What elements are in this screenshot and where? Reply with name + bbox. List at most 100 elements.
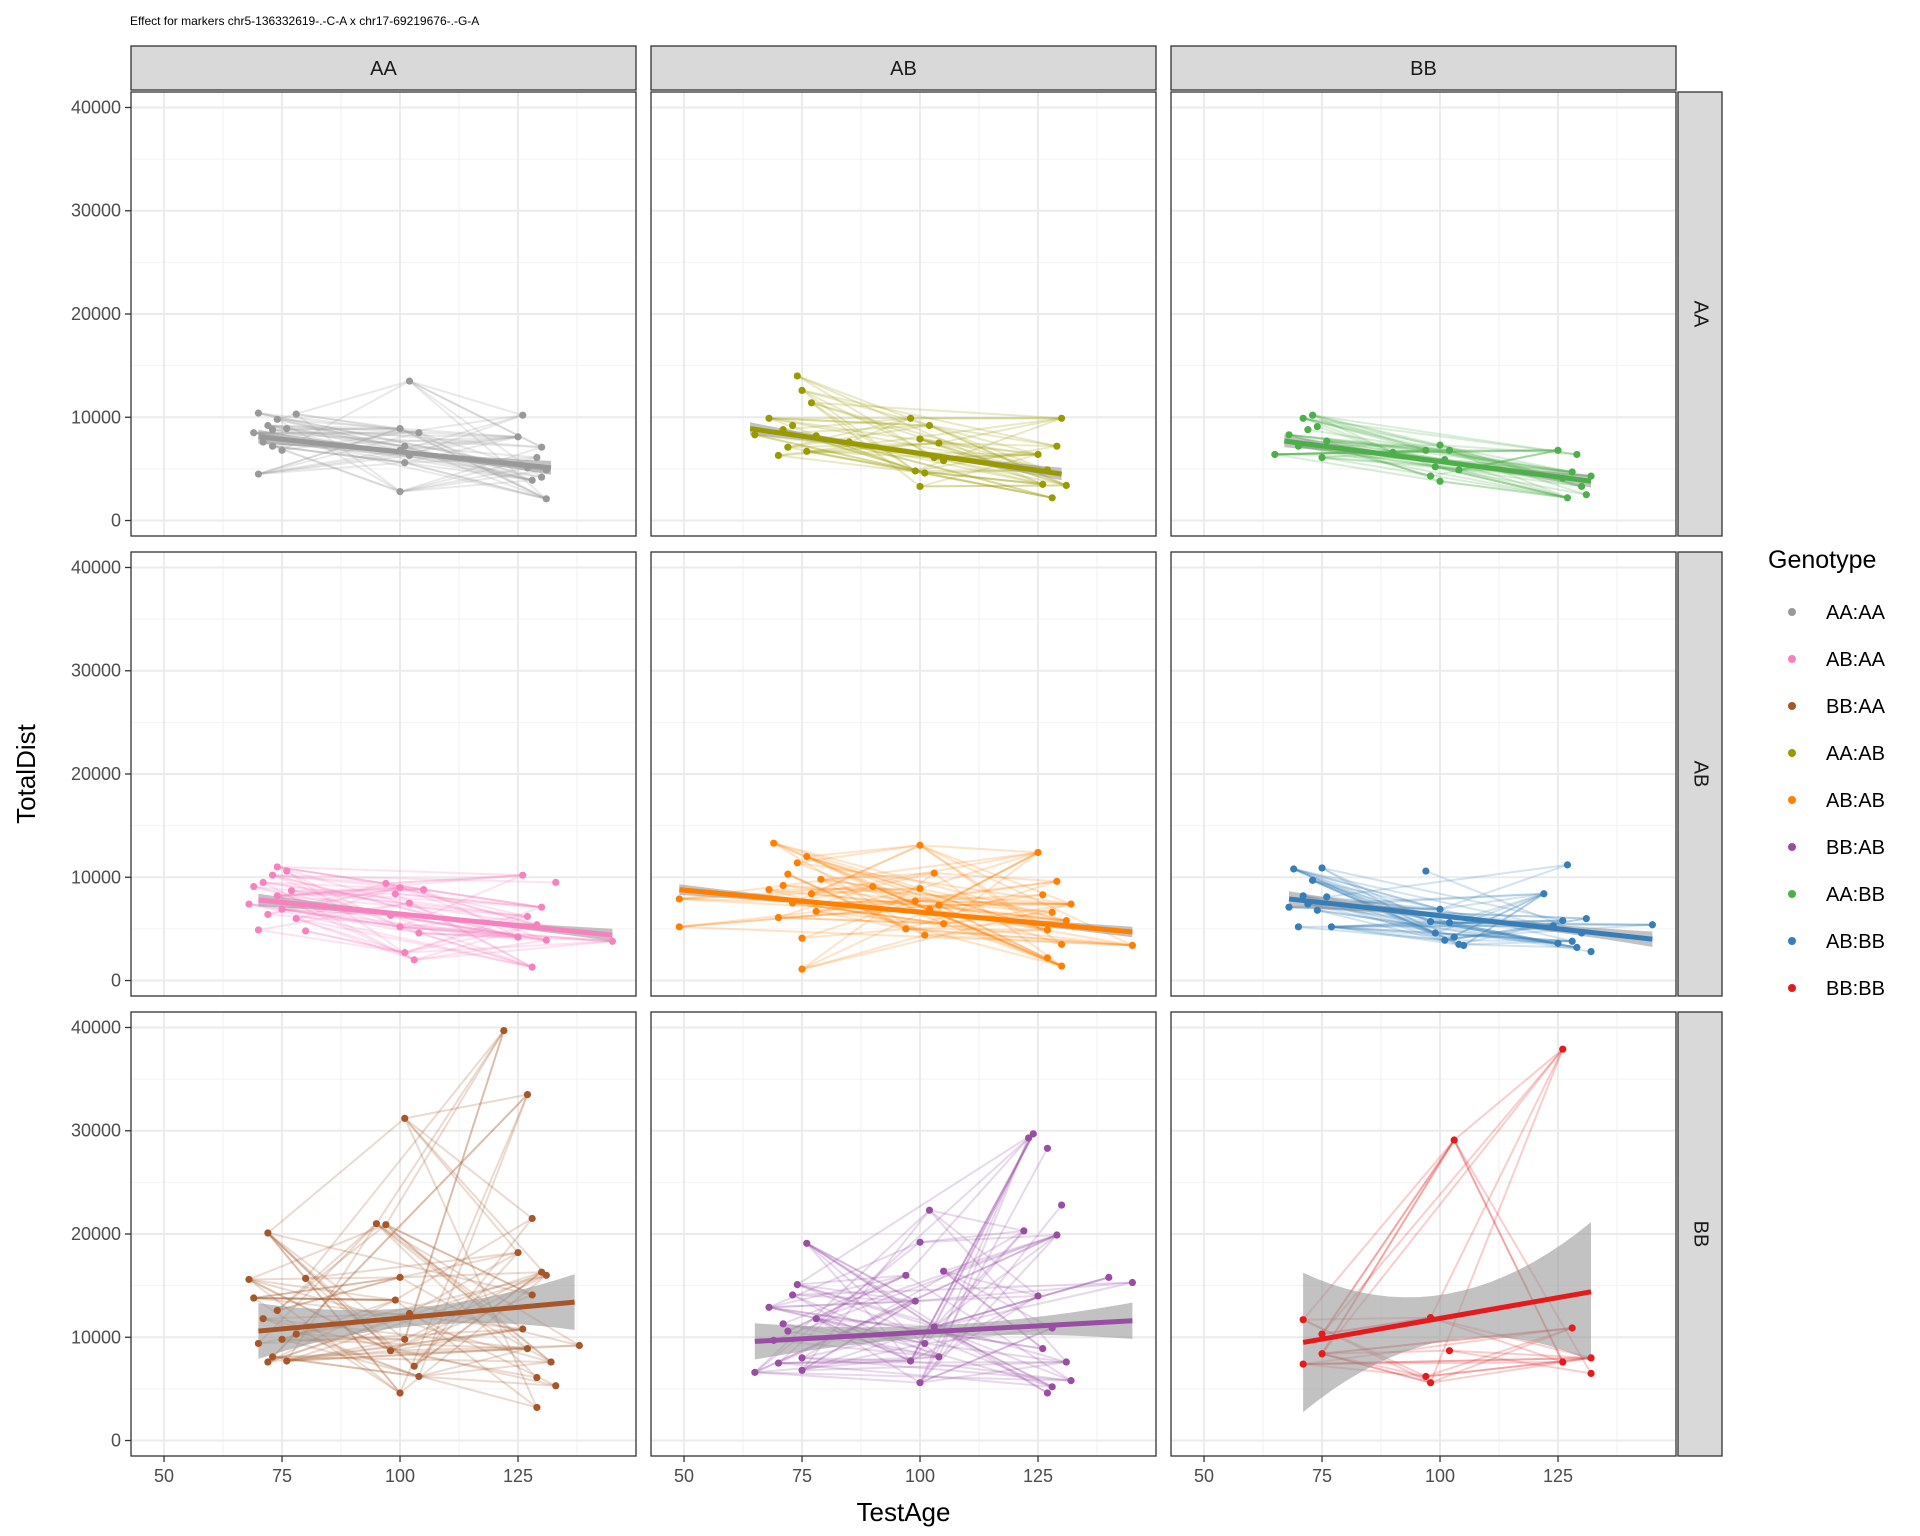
- trajectory-line: [291, 889, 542, 909]
- trajectory-line: [919, 1147, 1049, 1384]
- trajectory-line: [938, 903, 1072, 907]
- trajectory-line: [1317, 909, 1460, 946]
- trajectory-line: [924, 934, 1133, 947]
- trajectory-line: [248, 1223, 387, 1281]
- data-point: [396, 425, 404, 433]
- trajectory-line: [783, 884, 1072, 906]
- data-point: [1271, 450, 1279, 459]
- trajectory-line: [1312, 414, 1441, 447]
- legend-key: [1788, 608, 1796, 616]
- trajectory-line: [801, 389, 1058, 448]
- data-point: [268, 1353, 277, 1361]
- trajectory-line: [915, 893, 1043, 903]
- trajectory-line: [1302, 417, 1563, 480]
- trajectory-line: [305, 929, 405, 954]
- panel-border: [1170, 1011, 1677, 1457]
- fit-line: [749, 426, 1062, 477]
- data-point: [793, 1280, 801, 1289]
- trajectory-line: [417, 1094, 529, 1377]
- trajectory-line: [403, 1117, 548, 1276]
- x-tick-label: 75: [272, 1466, 292, 1486]
- trajectory-line: [295, 917, 415, 961]
- data-point: [675, 895, 683, 903]
- trajectory-line: [806, 844, 921, 858]
- trajectory-line: [277, 418, 401, 430]
- trajectory-line: [1298, 925, 1445, 942]
- data-point: [1582, 914, 1590, 923]
- trajectory-line: [272, 445, 401, 493]
- trajectory-line: [1321, 866, 1563, 922]
- trajectory-line: [933, 1326, 1053, 1388]
- data-point: [1062, 917, 1070, 925]
- data-point: [382, 1221, 390, 1229]
- trajectory-line: [792, 902, 944, 925]
- trajectory-line: [1321, 867, 1436, 934]
- trajectory-line: [385, 1223, 533, 1296]
- data-point: [751, 1368, 759, 1376]
- y-tick-label: 0: [111, 1431, 121, 1451]
- trajectory-line: [806, 450, 916, 472]
- trajectory-line: [811, 401, 1048, 471]
- trajectory-line: [253, 1297, 396, 1302]
- trajectory-line: [418, 431, 547, 500]
- trajectory-line: [399, 427, 547, 500]
- data-point: [405, 899, 414, 907]
- data-point: [935, 1353, 943, 1361]
- trajectory-line: [404, 435, 519, 448]
- column-strip: [130, 45, 637, 91]
- data-point: [779, 881, 787, 890]
- trajectory-line: [277, 418, 542, 479]
- y-tick-label: 20000: [71, 764, 121, 784]
- data-point: [1441, 936, 1449, 944]
- trajectory-line: [272, 1347, 528, 1358]
- data-point: [784, 443, 792, 451]
- data-point: [283, 1357, 291, 1365]
- data-point: [788, 1291, 797, 1299]
- facet-panel: [1171, 92, 1676, 536]
- data-point: [1455, 466, 1463, 474]
- trajectory-line: [919, 851, 1039, 890]
- data-point: [925, 1206, 934, 1214]
- legend-label: AA:BB: [1826, 884, 1885, 906]
- trajectory-line: [399, 886, 528, 918]
- trajectory-line: [267, 424, 401, 430]
- data-point: [817, 875, 825, 883]
- trajectory-line: [933, 456, 1043, 486]
- data-point: [1024, 1134, 1033, 1142]
- data-point: [916, 1238, 924, 1246]
- data-point: [391, 1296, 399, 1304]
- trajectory-line: [806, 855, 1048, 931]
- data-point: [1058, 414, 1066, 422]
- trajectory-line: [754, 1371, 1072, 1382]
- trajectory-line: [929, 893, 1043, 911]
- trajectory-line: [787, 873, 907, 930]
- column-strip-label: AB: [890, 58, 917, 80]
- trajectory-line: [768, 1274, 907, 1309]
- trajectory-line: [404, 461, 547, 500]
- trajectory-line: [787, 424, 930, 449]
- trajectory-line: [924, 472, 1053, 499]
- trajectory-line: [1458, 943, 1577, 949]
- trajectory-line: [272, 874, 401, 928]
- trajectory-line: [797, 1274, 906, 1286]
- trajectory-line: [919, 1234, 1057, 1244]
- trajectory-line: [272, 874, 386, 885]
- trajectory-line: [414, 940, 613, 961]
- data-point: [1563, 494, 1572, 502]
- data-point: [1029, 1130, 1037, 1138]
- trajectory-line: [820, 878, 1053, 914]
- data-point: [1445, 919, 1454, 927]
- trajectory-line: [385, 874, 523, 885]
- legend-key: [1788, 702, 1796, 710]
- trajectory-line: [286, 870, 415, 961]
- trajectory-line: [385, 1223, 552, 1363]
- trajectory-line: [267, 1328, 523, 1364]
- trajectory-line: [248, 903, 401, 928]
- trajectory-line: [915, 1281, 1133, 1303]
- trajectory-line: [1317, 909, 1592, 953]
- data-point: [1062, 481, 1070, 490]
- legend-title: Genotype: [1768, 546, 1876, 574]
- data-point: [1422, 1372, 1430, 1381]
- trajectory-line: [801, 927, 906, 940]
- trajectory-line: [1288, 433, 1426, 452]
